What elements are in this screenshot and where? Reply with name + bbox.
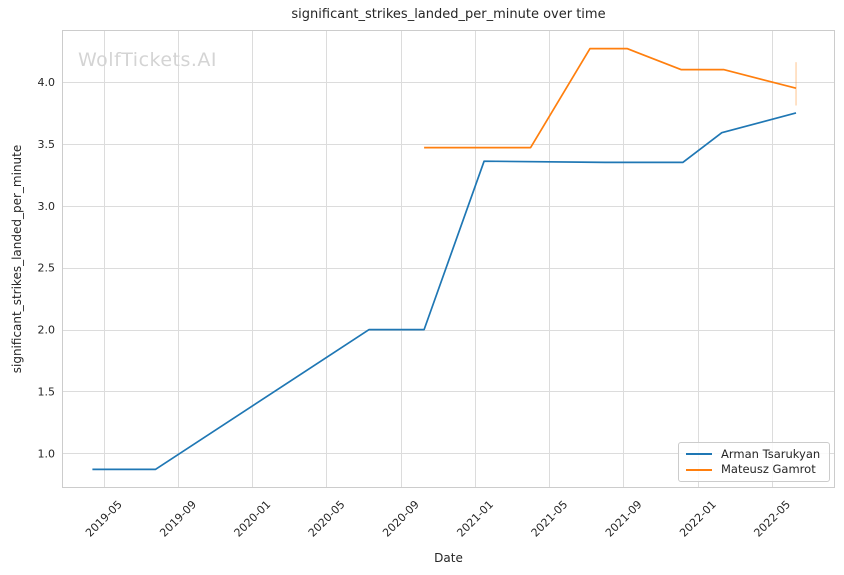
legend-label: Arman Tsarukyan [721,446,821,461]
y-axis-label: significant_strikes_landed_per_minute [10,144,24,374]
y-tick-label: 2.0 [38,324,56,337]
x-tick-label: 2021-05 [529,498,571,540]
legend-item-arman-tsarukyan: Arman Tsarukyan [686,446,822,461]
y-tick-label: 1.0 [38,447,56,460]
legend-line-sample-orange [686,468,712,471]
watermark: WolfTickets.AI [78,49,218,71]
x-tick-label: 2022-01 [677,498,719,540]
x-tick-label: 2019-09 [157,498,199,540]
x-tick-label: 2022-05 [751,498,793,540]
y-tick-label: 2.5 [38,262,56,275]
x-tick-label: 2020-01 [232,498,274,540]
legend-line-sample-blue [686,453,712,456]
x-tick-label: 2020-09 [380,498,422,540]
y-tick-label: 3.0 [38,200,56,213]
x-tick-label: 2021-09 [603,498,645,540]
plot-border [62,30,835,488]
legend: Arman Tsarukyan Mateusz Gamrot [678,442,830,482]
y-tick-label: 4.0 [38,76,56,89]
legend-item-mateusz-gamrot: Mateusz Gamrot [686,461,822,476]
x-tick-label: 2021-01 [454,498,496,540]
y-tick-label: 3.5 [38,138,56,151]
x-tick-label: 2019-05 [83,498,125,540]
x-axis-label: Date [434,551,463,565]
series-line-0 [92,112,797,471]
series-line-1 [424,47,797,149]
y-tick-label: 1.5 [38,385,56,398]
chart-title: significant_strikes_landed_per_minute ov… [291,7,606,22]
x-tick-label: 2020-05 [306,498,348,540]
legend-label: Mateusz Gamrot [721,461,816,476]
